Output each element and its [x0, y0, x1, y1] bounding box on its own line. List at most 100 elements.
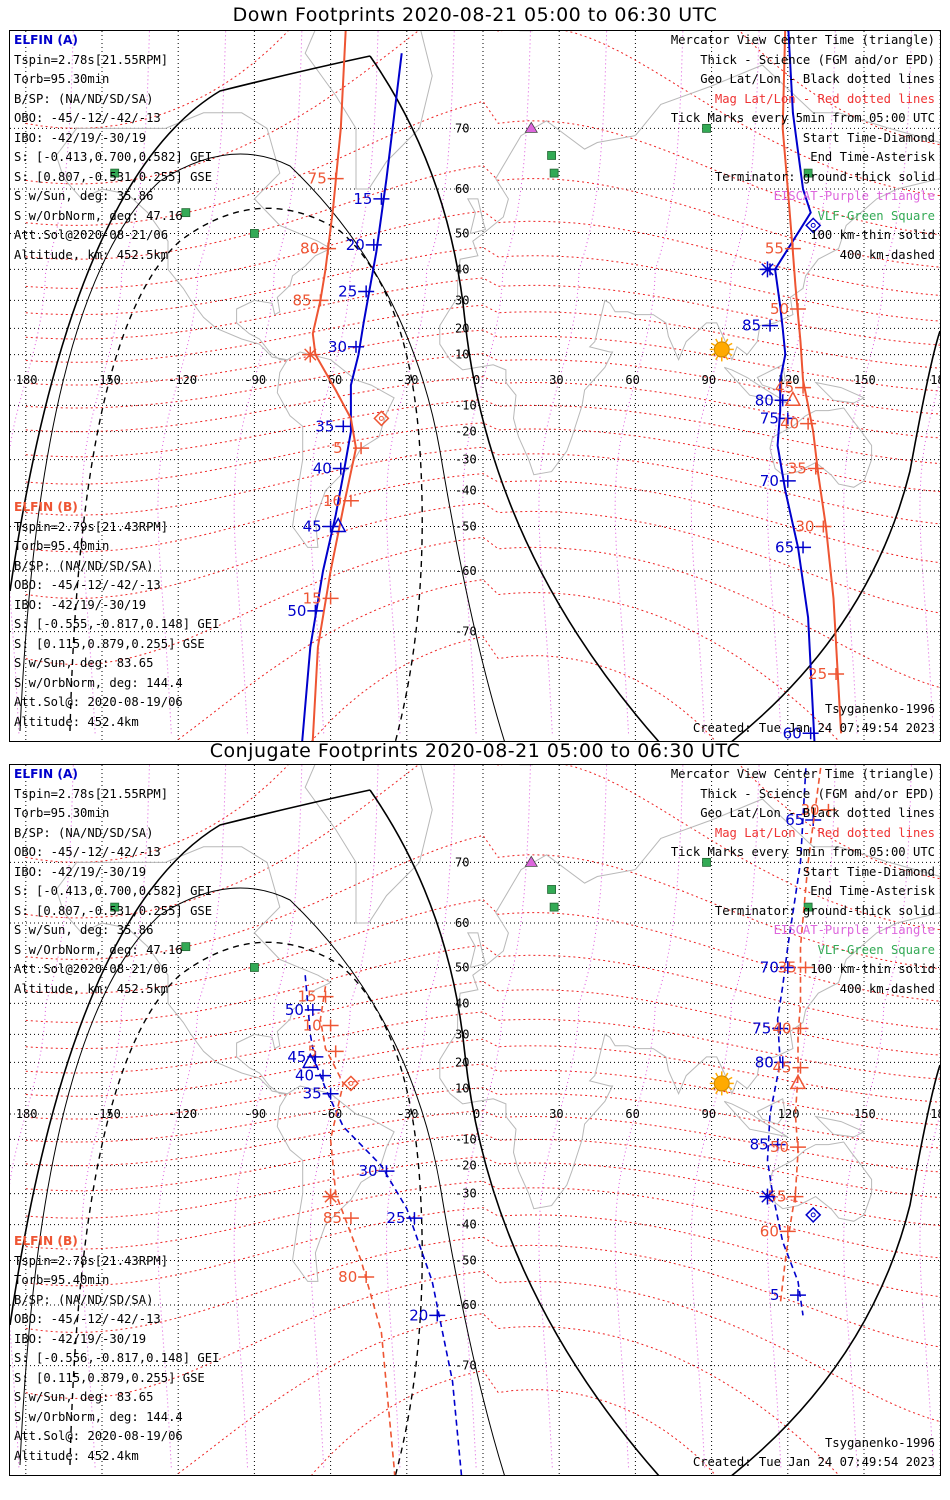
center-triangle-icon: [789, 1073, 807, 1090]
legend-item: 400 km-dashed: [839, 247, 935, 262]
elfin-b-info-line: S w/Sun, deg: 83.65: [14, 1390, 154, 1404]
mag-meridian: [309, 31, 379, 734]
mag-meridian: [309, 765, 379, 1468]
tick-label: 45: [287, 1048, 306, 1066]
lon-tick-label: 60: [625, 1107, 639, 1121]
elfin-a-info-line: Altitude, km: 452.5km: [14, 247, 169, 262]
vlf-square-icon: [549, 902, 559, 912]
lon-tick-label: -150: [92, 373, 121, 387]
mag-parallel: [25, 765, 940, 880]
lat-tick-label: -40: [455, 1218, 477, 1232]
elfin-a-info-line: S w/OrbNorm, deg: 47.16: [14, 942, 183, 957]
mag-meridian: [81, 31, 150, 734]
mag-meridian: [233, 765, 303, 1468]
elfin-b-info-line: S: [0.115,0.879,0.255] GSE: [14, 1370, 205, 1385]
tick-label: 70: [760, 958, 779, 976]
coastline: [439, 798, 940, 1210]
coastline: [756, 1098, 786, 1125]
tick-label: 25: [338, 282, 357, 300]
mag-parallel: [25, 1156, 940, 1227]
mag-meridian: [919, 1112, 940, 1468]
center-triangle-icon: [329, 516, 347, 533]
mag-parallel: [311, 636, 716, 741]
lon-tick-label: 90: [702, 373, 716, 387]
tick-label: 50: [770, 1138, 789, 1156]
coastline: [304, 31, 433, 190]
legend-item: Geo Lat/Lon - Black dotted lines: [700, 806, 935, 820]
terminator-left-thick: [10, 55, 371, 592]
elfin-a-info-line: Tspin=2.78s[21.55RPM]: [14, 52, 169, 67]
vlf-square-icon: [181, 942, 191, 952]
tick-label: 25: [386, 1209, 405, 1227]
model-label: Tsyganenko-1996: [824, 1436, 935, 1450]
tick-label: 50: [770, 300, 789, 318]
sun-ray: [710, 352, 716, 357]
lon-tick-label: 90: [702, 1107, 716, 1121]
vlf-square-icon: [547, 885, 556, 894]
mag-parallel: [25, 1207, 940, 1298]
lat-tick-label: -20: [455, 425, 477, 439]
coastline: [466, 198, 487, 235]
lat-tick-label: 30: [455, 1027, 469, 1041]
elfin-a-info-line: Att.Sol@2020-08-21/06: [14, 962, 169, 976]
created-timestamp: Created: Tue Jan 24 07:49:54 2023: [692, 1455, 935, 1469]
stations: [110, 31, 813, 238]
lon-tick-label: -90: [244, 1107, 266, 1121]
tick-label: 20: [346, 236, 365, 254]
tick-label: 5: [770, 1286, 780, 1304]
geo-grid: [10, 31, 940, 741]
mag-grid: [10, 31, 940, 741]
lat-tick-label: 20: [455, 321, 469, 335]
lon-tick-label: 180: [16, 373, 38, 387]
markers: [302, 217, 822, 533]
mag-parallel: [25, 1087, 940, 1149]
mag-meridian: [385, 31, 455, 734]
lat-tick-label: 40: [455, 262, 469, 276]
mag-meridian: [843, 31, 912, 734]
lat-tick-label: 10: [455, 1082, 469, 1096]
legend-item: EISCAT-Purple triangle: [773, 189, 935, 203]
terminator-400km: [69, 941, 423, 1475]
tick-label: 30: [795, 518, 814, 536]
elfin-b-header: ELFIN (B): [14, 500, 78, 514]
mag-meridian: [233, 31, 303, 734]
tick-label: 30: [800, 801, 819, 819]
elfin-b-info-line: S: [-0.555,-0.817,0.148] GEI: [14, 617, 220, 631]
sun-ray: [728, 352, 733, 357]
elfin-b-info-line: B/SP: (NA/ND/SD/SA): [14, 558, 154, 573]
mag-parallel: [25, 1038, 940, 1103]
elfin-b-info: ELFIN (B) Tspin=2.79s[21.43RPM] Torb=95.40…: [14, 498, 219, 732]
elfin-b-info-line: Altitude: 452.4km: [14, 1448, 139, 1463]
coastline: [769, 1141, 873, 1222]
legend-item: EISCAT-Purple triangle: [773, 923, 935, 937]
mag-meridian: [614, 765, 684, 1468]
mag-meridian: [462, 31, 531, 734]
vlf-square-icon: [702, 857, 711, 867]
lat-tick-label: -30: [455, 453, 477, 467]
elfin-b-info-line: S w/Sun, deg: 83.65: [14, 656, 154, 670]
mag-grid: [10, 765, 940, 1475]
tick-label: 60: [783, 724, 802, 742]
end-asterisk-icon: [304, 348, 317, 361]
mag-parallel: [25, 944, 940, 1030]
mag-meridian: [919, 378, 940, 734]
elfin-b-info-line: S w/OrbNorm, deg: 144.4: [14, 675, 183, 690]
tick-label: 80: [755, 391, 774, 409]
vlf-square-icon: [110, 168, 120, 178]
tick-label: 55: [765, 240, 784, 258]
elfin-a-track-east-line: [774, 31, 816, 741]
lon-tick-label: 180: [930, 373, 941, 387]
elfin-b-info-line: Torb=95.40min: [14, 1273, 110, 1287]
tick-label: 35: [778, 958, 797, 976]
elfin-b-info-line: IBO: -42/19/-30/19: [14, 1331, 147, 1346]
vlf-square-icon: [249, 963, 259, 972]
coastline: [723, 1100, 789, 1138]
tick-label: 15: [353, 190, 372, 208]
panel-down-footprints: 180 -150 -120 -90 -60 -30 0 30 60 90 120 150 180 70 60…: [9, 30, 941, 742]
legend-item: Mag Lat/Lon - Red dotted lines: [714, 91, 935, 106]
lon-tick-label: -30: [397, 373, 419, 387]
lat-tick-label: 50: [455, 226, 469, 240]
lat-tick-label: -50: [455, 520, 477, 534]
